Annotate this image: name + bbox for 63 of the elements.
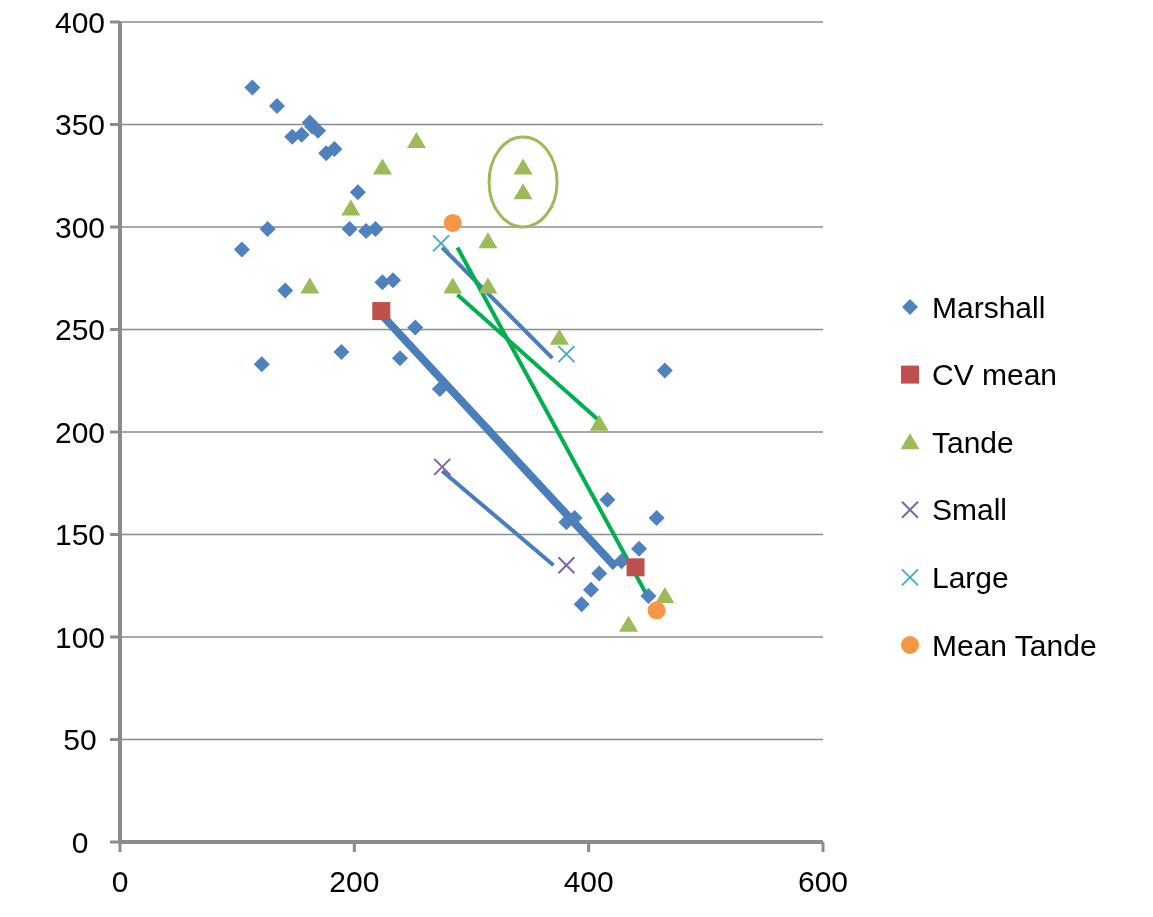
point <box>599 491 616 508</box>
point <box>626 558 645 577</box>
point <box>432 234 451 253</box>
legend-label: Tande <box>932 425 1014 459</box>
point <box>259 221 276 238</box>
point <box>513 158 533 175</box>
point <box>431 380 448 397</box>
point <box>372 302 391 321</box>
point <box>655 587 675 603</box>
point <box>269 98 285 115</box>
legend-label: Marshall <box>932 290 1046 324</box>
y-tick-label: 400 <box>54 5 106 39</box>
y-tick-label: 100 <box>54 620 106 654</box>
point <box>407 319 424 336</box>
y-tick-label: 150 <box>54 518 106 551</box>
point <box>349 184 366 201</box>
y-tick-label: 200 <box>54 415 106 449</box>
point <box>443 277 463 294</box>
x-tick-label: 0 <box>111 865 129 898</box>
point <box>557 345 576 364</box>
point <box>583 581 600 598</box>
point <box>648 510 665 527</box>
point <box>333 344 350 361</box>
point <box>385 272 401 289</box>
point <box>433 457 452 476</box>
point <box>549 328 569 345</box>
y-tick-label: 0 <box>71 825 89 859</box>
legend-label: CV mean <box>932 358 1058 392</box>
point <box>557 556 576 575</box>
point <box>372 158 392 175</box>
point <box>647 601 666 620</box>
point <box>253 356 270 373</box>
point <box>573 596 590 613</box>
legend-label: Small <box>932 493 1008 527</box>
y-tick-label: 350 <box>54 108 106 141</box>
x-tick-label: 400 <box>563 865 614 898</box>
point <box>406 131 426 148</box>
legend-label: Large <box>932 560 1009 594</box>
point <box>392 350 409 367</box>
point <box>589 414 609 431</box>
point <box>341 221 358 238</box>
point <box>640 588 657 604</box>
x-tick-label: 600 <box>797 865 849 898</box>
point <box>478 277 498 294</box>
point <box>233 241 250 258</box>
point <box>277 282 294 299</box>
point <box>300 277 320 294</box>
y-tick-label: 300 <box>54 210 106 244</box>
point <box>443 213 462 232</box>
legend-label: Mean Tande <box>932 628 1097 662</box>
point <box>656 362 673 379</box>
y-tick-label: 50 <box>63 723 97 756</box>
point <box>244 79 261 96</box>
point <box>619 615 638 632</box>
y-tick-label: 250 <box>54 313 106 346</box>
x-tick-label: 200 <box>329 865 380 898</box>
point <box>591 565 608 582</box>
point <box>341 199 361 216</box>
point <box>513 183 533 200</box>
point <box>326 141 343 158</box>
point <box>631 540 648 557</box>
point <box>367 221 384 238</box>
point <box>478 232 498 249</box>
